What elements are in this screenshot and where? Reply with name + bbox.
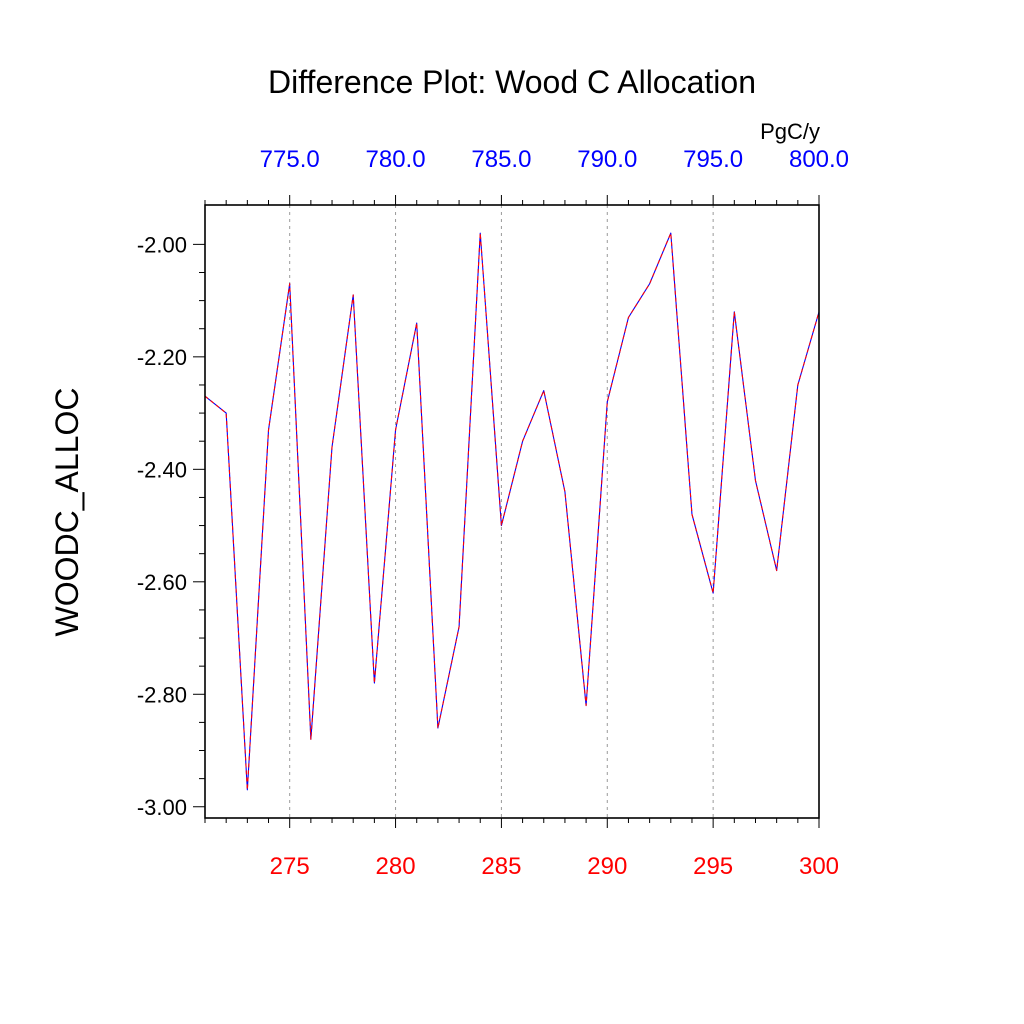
x-tick-label: 285 (481, 853, 521, 880)
series-line-1 (204, 232, 820, 791)
x-top-tick-label: 800.0 (789, 146, 849, 173)
x-top-tick-label: 780.0 (366, 146, 426, 173)
y-axis-label: WOODC_ALLOC (49, 388, 85, 637)
x-tick-label: 295 (693, 853, 733, 880)
units-label: PgC/y (760, 119, 820, 144)
x-top-tick-label: 775.0 (260, 146, 320, 173)
chart-title: Difference Plot: Wood C Allocation (268, 64, 756, 100)
plot-frame (204, 204, 820, 819)
tick-labels: 275 280 285 290 295 300 775.0 780.0 785.0 790.0 79… (137, 146, 849, 880)
series-group (204, 232, 820, 791)
y-tick-label: -2.60 (137, 570, 187, 595)
y-tick-label: -2.40 (137, 457, 187, 482)
x-top-tick-label: 785.0 (471, 146, 531, 173)
x-top-tick-label: 795.0 (683, 146, 743, 173)
tick-marks (193, 195, 820, 828)
x-top-tick-label: 790.0 (577, 146, 637, 173)
y-tick-label: -2.00 (137, 232, 187, 257)
y-tick-label: -3.00 (137, 795, 187, 820)
x-tick-label: 290 (587, 853, 627, 880)
y-tick-label: -2.80 (137, 682, 187, 707)
y-tick-label: -2.20 (137, 345, 187, 370)
x-tick-label: 275 (270, 853, 310, 880)
x-tick-label: 300 (799, 853, 839, 880)
x-tick-label: 280 (376, 853, 416, 880)
series-line-2 (204, 232, 820, 791)
